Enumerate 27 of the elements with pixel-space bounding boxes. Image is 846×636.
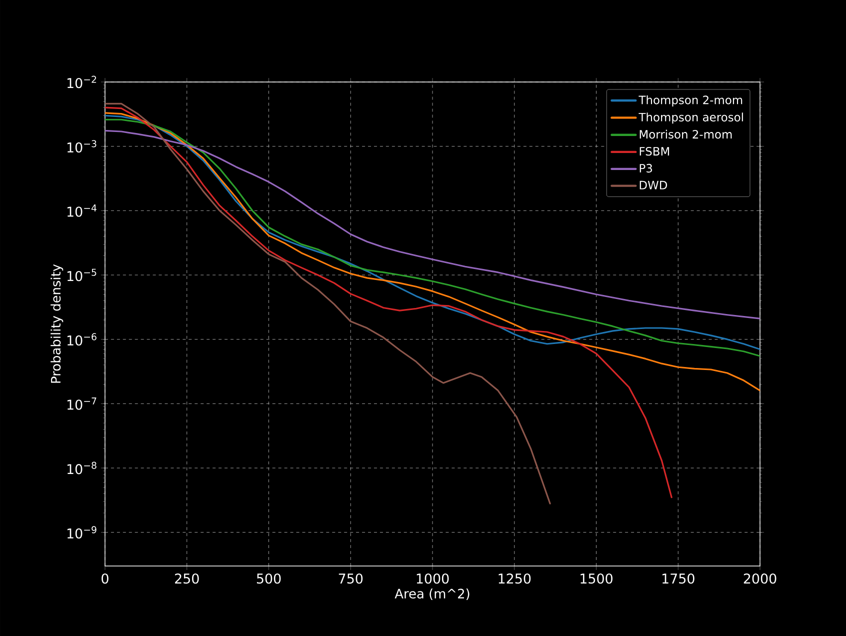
- x-axis-title: Area (m^2): [394, 588, 470, 600]
- x-tick-label: 1750: [662, 573, 694, 584]
- x-tick-label: 1250: [498, 573, 531, 584]
- x-tick-label: 2000: [744, 573, 776, 584]
- legend-label: Thompson 2-mom: [638, 95, 742, 107]
- y-tick-label: 10$^{−2}$: [67, 76, 96, 88]
- legend-label: FSBM: [640, 146, 670, 156]
- y-tick-label: 10$^{−8}$: [67, 462, 96, 474]
- x-tick-label: 1500: [580, 573, 612, 584]
- y-tick-label: 10$^{−3}$: [67, 140, 96, 153]
- y-tick-label: 10$^{−4}$: [67, 204, 96, 217]
- x-tick-label: 750: [338, 573, 363, 584]
- line-series: [105, 102, 551, 504]
- y-tick-label: 10$^{−5}$: [67, 268, 96, 282]
- legend-label: Morrison 2-mom: [640, 130, 732, 139]
- x-tick-label: 1000: [416, 573, 449, 584]
- legend-label: Thompson aerosol: [638, 112, 743, 124]
- legend-label: DWD: [640, 180, 668, 190]
- line-series: [105, 130, 760, 320]
- y-tick-label: 10$^{−6}$: [67, 333, 96, 346]
- x-tick-label: 250: [175, 573, 199, 584]
- x-tick-label: 0: [102, 573, 108, 584]
- y-axis-title: Probability density: [50, 264, 64, 383]
- y-tick-label: 10$^{−7}$: [67, 398, 96, 410]
- legend-label: P3: [640, 164, 652, 173]
- x-tick-label: 500: [256, 573, 281, 584]
- y-tick-label: 10$^{−9}$: [67, 526, 96, 539]
